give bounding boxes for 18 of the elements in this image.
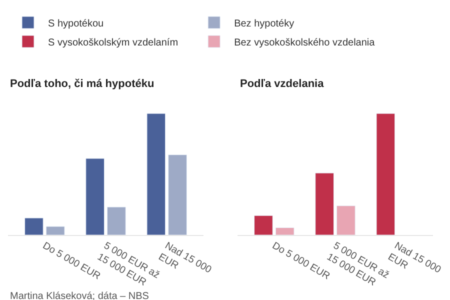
bar (86, 158, 104, 235)
bar (275, 227, 294, 235)
bar (336, 206, 356, 235)
bar (24, 218, 44, 235)
legend-label: S hypotékou (48, 18, 104, 30)
bar (376, 113, 396, 235)
bar (315, 172, 334, 235)
bar (168, 154, 187, 235)
text: Martina Kláseková; dáta – NBS (10, 291, 150, 300)
bar (46, 226, 65, 235)
legend-label: S vysokoškolským vzdelaním (48, 37, 178, 48)
legend-label: Bez hypotéky (234, 18, 294, 30)
bar (254, 215, 273, 235)
bar (107, 206, 126, 235)
chart-title: Podľa vzdelania (240, 78, 325, 90)
chart-title: Podľa toho, či má hypotéku (10, 78, 154, 90)
legend-label: Bez vysokoškolského vzdelania (234, 37, 376, 48)
bar (146, 113, 166, 235)
